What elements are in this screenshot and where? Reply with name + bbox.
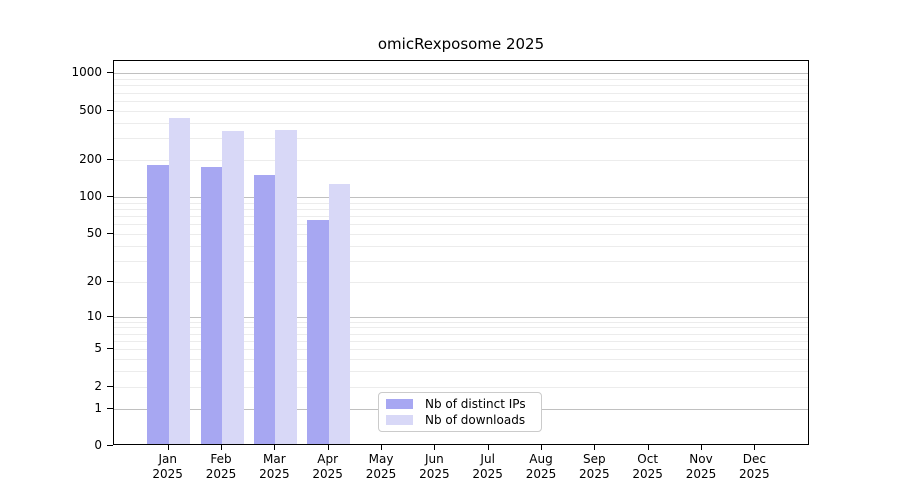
x-tick xyxy=(434,445,436,450)
x-tick xyxy=(274,445,276,450)
minor-gridline xyxy=(114,122,808,124)
y-tick-label: 10 xyxy=(86,308,102,323)
minor-gridline xyxy=(114,359,808,361)
y-tick xyxy=(107,385,113,387)
legend-item-downloads: Nb of downloads xyxy=(386,413,534,427)
bar-downloads xyxy=(275,130,297,444)
minor-gridline xyxy=(114,79,808,81)
bar-downloads xyxy=(222,131,244,444)
major-gridline xyxy=(114,197,808,199)
minor-gridline xyxy=(114,386,808,388)
minor-gridline xyxy=(114,233,808,235)
x-tick-label: Feb 2025 xyxy=(205,452,237,481)
y-tick xyxy=(107,232,113,234)
y-tick xyxy=(107,315,113,317)
legend-label-distinct-ips: Nb of distinct IPs xyxy=(425,397,526,411)
y-tick-label: 0 xyxy=(94,438,102,452)
x-tick xyxy=(701,445,702,450)
minor-gridline xyxy=(114,216,808,218)
x-tick xyxy=(541,445,542,450)
y-tick xyxy=(107,407,113,409)
plot-area xyxy=(113,60,809,445)
minor-gridline xyxy=(114,100,808,102)
x-tick xyxy=(221,445,223,450)
chart-title: omicRexposome 2025 xyxy=(377,35,545,53)
y-tick xyxy=(107,280,113,282)
minor-gridline xyxy=(114,327,808,329)
legend-item-distinct-ips: Nb of distinct IPs xyxy=(386,397,534,411)
y-tick-label: 200 xyxy=(79,151,102,166)
minor-gridline xyxy=(114,85,808,87)
x-tick-label: Apr 2025 xyxy=(312,452,343,481)
bar-downloads xyxy=(328,183,351,444)
major-gridline xyxy=(114,316,808,318)
y-tick xyxy=(107,196,113,198)
x-tick-label: Nov 2025 xyxy=(685,452,717,481)
minor-gridline xyxy=(114,333,808,335)
y-tick xyxy=(107,72,113,74)
minor-gridline xyxy=(114,202,808,204)
y-tick-label: 50 xyxy=(86,225,102,240)
bar-distinct-ips xyxy=(307,219,329,444)
minor-gridline xyxy=(114,349,808,351)
legend-label-downloads: Nb of downloads xyxy=(425,413,526,427)
y-tick-label: 1 xyxy=(94,400,102,415)
minor-gridline xyxy=(114,341,808,343)
y-tick-label: 100 xyxy=(79,189,102,204)
y-tick xyxy=(107,109,113,111)
x-tick-label: Oct 2025 xyxy=(632,452,663,481)
x-tick-label: Jan 2025 xyxy=(152,452,183,481)
y-tick xyxy=(107,348,113,350)
bar-distinct-ips xyxy=(253,174,276,444)
legend: Nb of distinct IPs Nb of downloads xyxy=(378,392,542,432)
y-tick-label: 20 xyxy=(86,273,102,288)
bar-distinct-ips xyxy=(200,166,223,444)
minor-gridline xyxy=(114,281,808,283)
bar-distinct-ips xyxy=(147,165,169,444)
minor-gridline xyxy=(114,224,808,226)
x-tick-label: May 2025 xyxy=(365,452,397,481)
x-tick-label: Aug 2025 xyxy=(525,452,557,481)
minor-gridline xyxy=(114,138,808,140)
y-tick xyxy=(107,158,113,160)
legend-swatch-downloads xyxy=(386,415,413,425)
x-tick-label: Jun 2025 xyxy=(419,452,450,481)
minor-gridline xyxy=(114,159,808,161)
x-tick-label: Jul 2025 xyxy=(472,452,503,481)
minor-gridline xyxy=(114,245,808,247)
major-gridline xyxy=(114,73,808,75)
x-tick xyxy=(167,445,169,450)
x-tick-label: Dec 2025 xyxy=(739,452,770,481)
minor-gridline xyxy=(114,110,808,112)
y-tick-label: 500 xyxy=(79,102,102,117)
minor-gridline xyxy=(114,92,808,94)
y-tick-label: 1000 xyxy=(71,65,102,80)
x-tick-label: Mar 2025 xyxy=(259,452,290,481)
x-tick-label: Sep 2025 xyxy=(579,452,610,481)
y-tick xyxy=(107,445,113,446)
minor-gridline xyxy=(114,260,808,262)
y-tick-label: 5 xyxy=(94,341,102,356)
minor-gridline xyxy=(114,371,808,373)
x-tick xyxy=(327,445,329,450)
minor-gridline xyxy=(114,321,808,323)
minor-gridline xyxy=(114,208,808,210)
x-tick xyxy=(594,445,596,450)
legend-swatch-distinct-ips xyxy=(386,399,413,409)
x-tick xyxy=(487,445,489,450)
x-tick xyxy=(647,445,649,450)
x-tick xyxy=(381,445,383,450)
x-tick xyxy=(754,445,756,450)
bar-downloads xyxy=(168,118,191,444)
y-tick-label: 2 xyxy=(94,378,102,393)
